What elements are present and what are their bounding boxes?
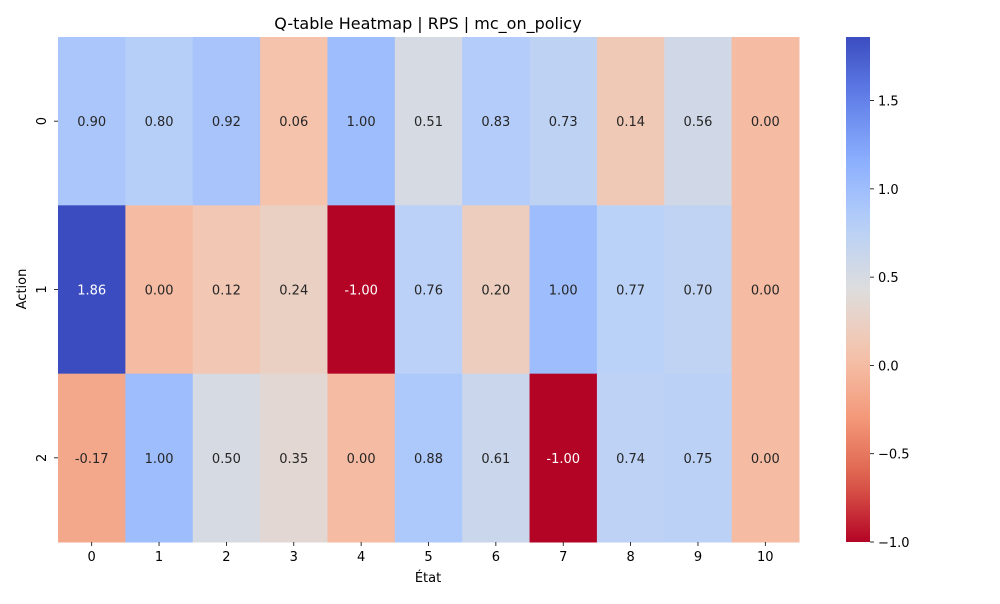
- y-tick-label: 0: [35, 117, 50, 125]
- heatmap-cell: [664, 205, 733, 375]
- cell-value-label: 1.86: [77, 284, 106, 299]
- heatmap-cell: [529, 205, 598, 375]
- cell-value-label: 0.80: [145, 115, 174, 130]
- y-tick-label: 1: [35, 285, 50, 293]
- colorbar: 1.5 1.0 0.5 0.0 −0.5 −1.0: [846, 37, 910, 551]
- cell-value-label: 0.00: [751, 452, 780, 467]
- cell-value-label: 0.61: [481, 452, 510, 467]
- cell-value-label: 0.92: [212, 115, 241, 130]
- cell-value-label: 0.00: [145, 284, 174, 299]
- cell-value-label: -1.00: [546, 452, 580, 467]
- x-tick-label: 4: [357, 550, 365, 565]
- cell-value-label: 0.77: [616, 284, 645, 299]
- colorbar-tick-label: 1.0: [878, 183, 899, 198]
- heatmap-cell: [192, 373, 261, 543]
- cell-value-label: -1.00: [344, 284, 378, 299]
- cell-value-label: 1.00: [549, 284, 578, 299]
- cell-value-label: 0.73: [549, 115, 578, 130]
- heatmap-cell: [462, 205, 531, 375]
- heatmap-cell: [664, 373, 733, 543]
- cell-value-label: 0.24: [279, 284, 308, 299]
- heatmap-cell: [394, 37, 463, 206]
- chart-title: Q-table Heatmap | RPS | mc_on_policy: [274, 14, 581, 34]
- cell-value-label: 0.90: [77, 115, 106, 130]
- heatmap-cell: [596, 37, 665, 206]
- heatmap-cell: [731, 205, 800, 375]
- cell-value-label: -0.17: [75, 452, 109, 467]
- heatmap-cell: [260, 205, 328, 375]
- cell-value-label: 0.83: [481, 115, 510, 130]
- y-axis: 0 1 2: [35, 117, 58, 462]
- y-axis-label: Action: [15, 269, 30, 310]
- heatmap-cell: [327, 205, 396, 375]
- colorbar-tick-label: −1.0: [878, 536, 910, 551]
- cell-value-label: 0.00: [347, 452, 376, 467]
- heatmap-cell: [394, 373, 463, 543]
- cell-value-label: 0.51: [414, 115, 443, 130]
- colorbar-gradient: [846, 37, 870, 542]
- heatmap-cell: [125, 373, 194, 543]
- cell-value-label: 0.76: [414, 284, 443, 299]
- x-tick-label: 6: [492, 550, 500, 565]
- cell-value-label: 0.56: [683, 115, 712, 130]
- x-tick-label: 9: [694, 550, 702, 565]
- heatmap-cell: [192, 37, 261, 206]
- x-axis: 0 1 2 3 4 5 6 7 8 9 10: [88, 542, 774, 565]
- cell-value-label: 1.00: [145, 452, 174, 467]
- x-tick-label: 0: [88, 550, 96, 565]
- colorbar-tick-label: 0.0: [878, 359, 899, 374]
- x-tick-label: 10: [757, 550, 774, 565]
- cell-value-label: 0.35: [279, 452, 308, 467]
- heatmap-cell: [260, 373, 328, 543]
- colorbar-tick-label: 1.5: [878, 95, 899, 110]
- x-tick-label: 5: [424, 550, 432, 565]
- cell-value-label: 0.74: [616, 452, 645, 467]
- x-axis-label: État: [415, 570, 441, 586]
- y-tick-label: 2: [35, 454, 50, 462]
- x-tick-label: 3: [290, 550, 298, 565]
- heatmap-cell: [731, 37, 800, 206]
- heatmap-cell: [462, 373, 531, 543]
- cell-value-label: 0.88: [414, 452, 443, 467]
- cell-value-label: 0.00: [751, 284, 780, 299]
- x-tick-label: 2: [222, 550, 230, 565]
- colorbar-tick-label: 0.5: [878, 271, 899, 286]
- heatmap-cell: [731, 373, 800, 543]
- cell-value-label: 0.00: [751, 115, 780, 130]
- heatmap-cell: [596, 373, 665, 543]
- cell-value-label: 0.14: [616, 115, 645, 130]
- heatmap-cell: [192, 205, 261, 375]
- heatmap-cell: [529, 373, 598, 543]
- heatmap-cell: [58, 373, 126, 543]
- cell-value-label: 0.50: [212, 452, 241, 467]
- cell-value-label: 0.75: [683, 452, 712, 467]
- heatmap-cell: [260, 37, 328, 206]
- heatmap-cell: [125, 205, 194, 375]
- cell-value-label: 0.70: [683, 284, 712, 299]
- heatmap-cell: [394, 205, 463, 375]
- cell-value-label: 0.12: [212, 284, 241, 299]
- colorbar-tick-label: −0.5: [878, 448, 910, 463]
- heatmap-cell: [529, 37, 598, 206]
- heatmap-cell: [58, 37, 126, 206]
- cell-value-label: 1.00: [347, 115, 376, 130]
- heatmap-cell: [327, 373, 396, 543]
- heatmap-cell: [596, 205, 665, 375]
- heatmap-cells: [58, 37, 800, 543]
- cell-value-labels: 0.90 0.80 0.92 0.06 1.00 0.51 0.83 0.73 0.14 0.56…: [75, 115, 780, 467]
- x-tick-label: 7: [559, 550, 567, 565]
- heatmap-cell: [327, 37, 396, 206]
- heatmap-cell: [462, 37, 531, 206]
- heatmap-cell: [664, 37, 733, 206]
- cell-value-label: 0.20: [481, 284, 510, 299]
- x-tick-label: 8: [626, 550, 634, 565]
- heatmap-cell: [125, 37, 194, 206]
- cell-value-label: 0.06: [279, 115, 308, 130]
- x-tick-label: 1: [155, 550, 163, 565]
- heatmap-cell: [58, 205, 126, 375]
